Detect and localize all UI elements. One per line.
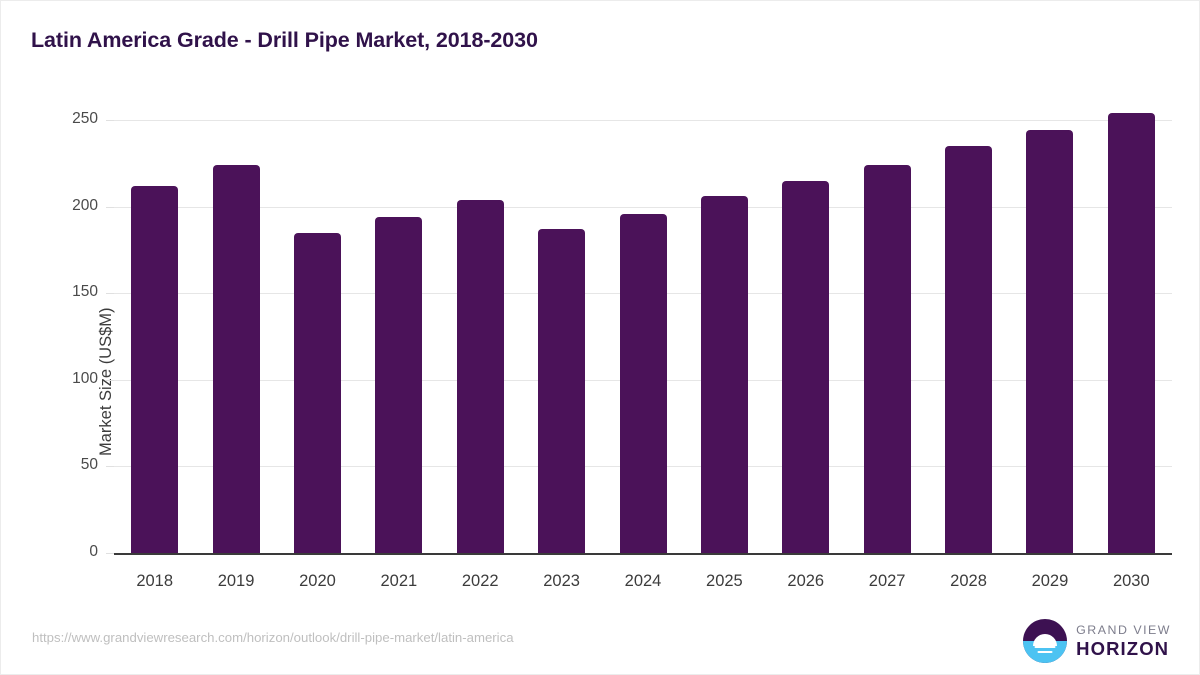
- brand-logo: GRAND VIEW HORIZON: [1023, 618, 1171, 664]
- page-title: Latin America Grade - Drill Pipe Market,…: [31, 28, 538, 52]
- x-tick-label-2023: 2023: [543, 572, 580, 590]
- bar-2030[interactable]: [1107, 113, 1155, 553]
- x-tick-label-2019: 2019: [217, 572, 255, 590]
- bar-2025[interactable]: [700, 196, 748, 553]
- bar-2022[interactable]: [456, 199, 504, 553]
- y-tick-label-150: 150: [72, 283, 98, 301]
- y-tick-mark-0: [106, 553, 114, 554]
- y-tick-label-250: 250: [72, 110, 98, 127]
- x-tick-label-2018: 2018: [136, 572, 174, 590]
- bar-2026[interactable]: [782, 180, 830, 553]
- x-tick-label-2030: 2030: [1112, 572, 1150, 590]
- bar-series: [114, 113, 1172, 553]
- bar-2021[interactable]: [375, 217, 423, 553]
- y-tick-label-50: 50: [80, 456, 98, 474]
- source-url[interactable]: https://www.grandviewresearch.com/horizo…: [32, 630, 514, 645]
- x-tick-label-2020: 2020: [299, 572, 336, 590]
- x-tick-label-2025: 2025: [706, 572, 743, 590]
- gridline-200: [114, 206, 1172, 208]
- y-tick-mark-50: [106, 466, 114, 468]
- bar-2027[interactable]: [863, 165, 911, 553]
- y-tick-mark-150: [106, 293, 114, 295]
- bar-2020[interactable]: [293, 232, 341, 553]
- y-tick-label-0: 0: [89, 543, 98, 560]
- plot-area: Market Size (US$M) 0 50 100 150 200 250: [72, 110, 1172, 560]
- grand-view-horizon-logo-mark: [1023, 619, 1068, 663]
- bar-2029[interactable]: [1026, 130, 1074, 553]
- gridline-250: [114, 120, 1172, 121]
- x-tick-label-2021: 2021: [380, 572, 418, 590]
- bar-2018[interactable]: [131, 185, 179, 553]
- bar-2019[interactable]: [212, 165, 260, 553]
- x-axis-line: [114, 553, 1172, 555]
- x-tick-label-2024: 2024: [624, 572, 662, 590]
- bar-2024[interactable]: [619, 213, 667, 553]
- x-tick-label-2029: 2029: [1031, 572, 1069, 590]
- y-tick-label-200: 200: [72, 196, 98, 214]
- y-tick-mark-250: [106, 120, 114, 121]
- logo-line-lower: [1037, 651, 1053, 654]
- logo-bottom-text: HORIZON: [1076, 637, 1170, 659]
- x-tick-label-2022: 2022: [461, 572, 499, 590]
- logo-dome-shape: [1033, 633, 1058, 646]
- bar-2023[interactable]: [538, 229, 586, 553]
- y-tick-label-100: 100: [72, 369, 98, 387]
- bar-2028[interactable]: [945, 145, 993, 553]
- y-tick-mark-100: [106, 379, 114, 381]
- x-tick-label-2027: 2027: [868, 572, 906, 590]
- x-tick-label-2028: 2028: [950, 572, 987, 590]
- logo-line-upper: [1034, 646, 1056, 649]
- logo-top-text: GRAND VIEW: [1076, 622, 1171, 637]
- x-tick-label-2026: 2026: [787, 572, 825, 590]
- y-tick-mark-200: [106, 206, 114, 208]
- logo-wordmark: GRAND VIEW HORIZON: [1076, 622, 1171, 659]
